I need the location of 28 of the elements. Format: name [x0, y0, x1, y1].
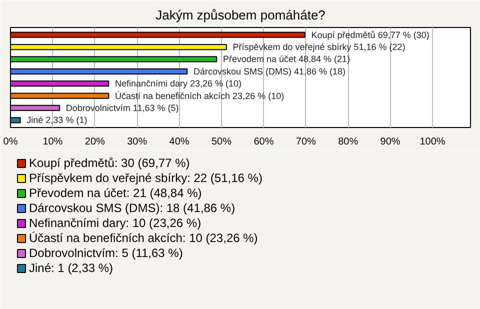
chart-title: Jakým způsobem pomáháte? [156, 8, 326, 22]
data-label: Účastí na benefičních akcích 23,26 % (10) [114, 90, 284, 101]
legend-label: Dobrovolnictvím: 5 (11,63 %) [29, 246, 183, 260]
x-tick-label: 40% [169, 136, 190, 148]
legend-label: Koupí předmětů: 30 (69,77 %) [29, 156, 190, 170]
legend-label: Účastí na benefičních akcích: 10 (23,26 %) [29, 231, 258, 245]
x-tick-label: 60% [254, 136, 274, 148]
data-label: Dárcovskou SMS (DMS) 41,86 % (18) [193, 66, 346, 76]
data-label: Příspěvkem do veřejné sbírky 51,16 % (22) [232, 42, 406, 52]
x-tick-label: 30% [127, 136, 148, 148]
x-tick-label: 50% [212, 136, 232, 148]
x-tick-label: 70% [296, 136, 316, 148]
x-tick-label: 10% [42, 136, 63, 148]
x-tick-label: 20% [84, 136, 106, 148]
legend-label: Příspěvkem do veřejné sbírky: 22 (51,16 %) [29, 171, 262, 185]
legend-label: Dárcovskou SMS (DMS): 18 (41,86 %) [29, 201, 236, 215]
legend-label: Převodem na účet: 21 (48,84 %) [29, 186, 202, 200]
data-label: Koupí předmětů 69,77 % (30) [311, 30, 430, 40]
x-tick-label: 90% [380, 136, 400, 148]
legend-label: Nefinančními dary: 10 (23,26 %) [29, 216, 202, 230]
data-label: Jiné 2,33 % (1) [26, 115, 88, 126]
legend-label: Jiné: 1 (2,33 %) [29, 261, 114, 275]
data-label: Převodem na účet 48,84 % (21) [222, 54, 350, 64]
data-label: Dobrovolnictvím 11,63 % (5) [66, 102, 179, 113]
x-tick-label: 80% [338, 136, 358, 148]
x-tick-label: 100% [420, 136, 446, 148]
x-tick-label: 0% [3, 136, 18, 148]
data-label: Nefinančními dary 23,26 % (10) [114, 78, 242, 89]
